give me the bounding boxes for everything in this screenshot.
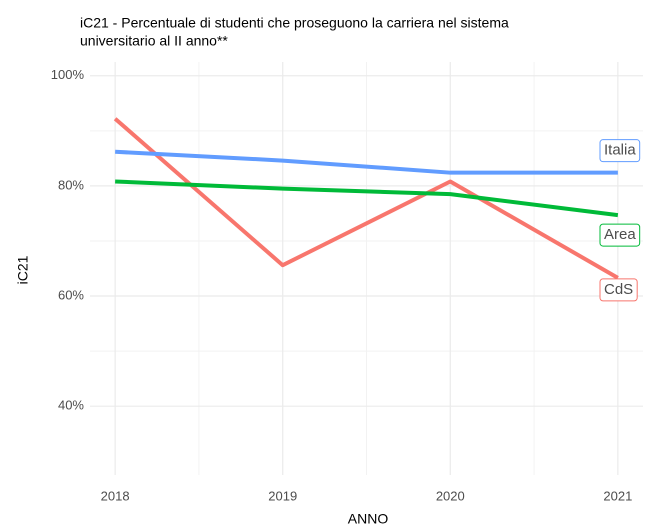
series-label-box	[599, 223, 641, 247]
x-tick-label: 2018	[101, 488, 130, 503]
series-label-box	[599, 139, 641, 163]
grid	[90, 62, 643, 475]
series-label: CdS	[599, 278, 638, 302]
series-label-text: Area	[604, 226, 636, 243]
y-tick-label: 60%	[58, 287, 84, 302]
series-label-box	[599, 278, 638, 302]
chart-title: universitario al II anno**	[80, 33, 228, 49]
y-tick-label: 40%	[58, 398, 84, 413]
y-axis-title: iC21	[15, 255, 31, 284]
series-line	[113, 117, 619, 280]
x-axis-title: ANNO	[348, 511, 389, 527]
x-tick-label: 2021	[603, 488, 632, 503]
series-label-text: CdS	[604, 281, 633, 298]
x-tick-label: 2019	[268, 488, 297, 503]
y-tick-label: 100%	[51, 67, 85, 82]
series-line	[115, 149, 618, 175]
series-label-text: Italia	[604, 142, 636, 159]
series-label: Area	[599, 223, 641, 247]
series-line	[115, 179, 619, 218]
x-tick-label: 2020	[436, 488, 465, 503]
series-label: Italia	[599, 139, 641, 163]
chart-title: iC21 - Percentuale di studenti che prose…	[80, 15, 509, 31]
y-tick-label: 80%	[58, 177, 84, 192]
